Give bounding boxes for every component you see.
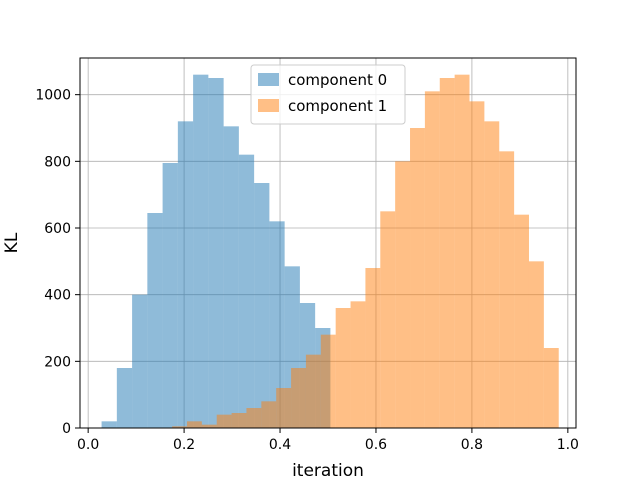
histogram-bar xyxy=(424,91,440,428)
y-tick-label: 1000 xyxy=(35,88,71,104)
histogram-bar xyxy=(216,414,232,428)
y-axis-label: KL xyxy=(2,232,22,253)
histogram-bar xyxy=(305,354,321,428)
x-tick-label: 0.4 xyxy=(269,437,291,453)
histogram-bar xyxy=(410,128,425,428)
histogram-bar xyxy=(193,74,209,429)
histogram-bar xyxy=(454,74,470,429)
legend-label-component-1: component 1 xyxy=(288,97,387,115)
histogram-bar xyxy=(528,261,544,428)
x-tick-label: 1.0 xyxy=(557,437,579,453)
series-component-0 xyxy=(101,74,331,429)
histogram-bar xyxy=(350,301,366,428)
histogram-bar xyxy=(116,368,133,428)
histogram-bars xyxy=(101,74,559,429)
y-tick-label: 0 xyxy=(62,421,71,437)
histogram-bar xyxy=(269,221,285,428)
x-tick-label: 0.0 xyxy=(77,437,99,453)
histogram-bar xyxy=(223,126,239,428)
histogram-bar xyxy=(380,211,396,428)
histogram-bar xyxy=(543,348,559,428)
histogram-bar xyxy=(147,213,163,428)
histogram-bar xyxy=(172,426,187,428)
histogram-bar xyxy=(208,78,224,428)
y-axis-ticks: 0 200 400 600 800 1000 xyxy=(35,88,80,437)
legend-swatch-component-0 xyxy=(258,73,279,86)
histogram-bar xyxy=(320,334,336,428)
histogram-bar xyxy=(469,101,485,428)
histogram-bar xyxy=(276,388,292,428)
legend-box xyxy=(250,64,406,125)
histogram-bar xyxy=(291,368,306,428)
histogram-bar xyxy=(186,421,202,428)
histogram-bar xyxy=(238,154,255,428)
y-tick-label: 200 xyxy=(44,354,71,370)
histogram-bar xyxy=(162,163,178,428)
y-tick-label: 800 xyxy=(44,154,71,170)
x-axis-ticks: 0.0 0.2 0.4 0.6 0.8 1.0 xyxy=(77,428,579,453)
histogram-bar xyxy=(484,121,500,428)
histogram-bar xyxy=(254,183,270,428)
x-axis-label: iteration xyxy=(292,461,364,480)
x-tick-label: 0.2 xyxy=(173,437,195,453)
series-component-1 xyxy=(172,74,559,429)
histogram-bar xyxy=(261,401,277,428)
histogram-bar xyxy=(335,308,351,428)
histogram-bar xyxy=(439,78,455,428)
y-tick-label: 400 xyxy=(44,288,71,304)
histogram-bar xyxy=(231,413,247,428)
histogram-bar xyxy=(395,161,411,429)
histogram-bar xyxy=(101,421,117,428)
histogram-bar xyxy=(499,151,515,429)
x-tick-label: 0.8 xyxy=(461,437,483,453)
legend-label-component-0: component 0 xyxy=(288,71,387,89)
y-tick-label: 600 xyxy=(44,221,71,237)
histogram-bar xyxy=(365,268,381,428)
histogram-bar xyxy=(201,424,217,428)
histogram-bar xyxy=(177,121,194,428)
histogram-bar xyxy=(514,214,529,428)
legend-swatch-component-1 xyxy=(258,99,279,112)
histogram-bar xyxy=(246,408,262,428)
axes-frame xyxy=(79,57,577,429)
x-tick-label: 0.6 xyxy=(365,437,387,453)
legend: component 0 component 1 xyxy=(250,64,406,125)
histogram-bar xyxy=(132,294,148,428)
